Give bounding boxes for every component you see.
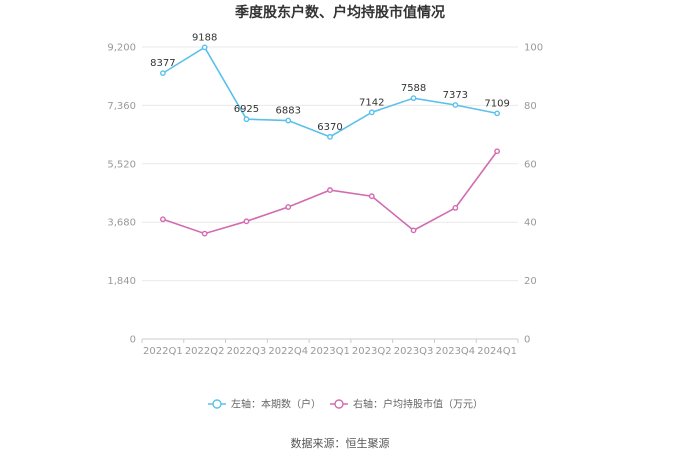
series-1-point[interactable]: [327, 133, 333, 140]
legend-label-1[interactable]: 左轴：本期数（户）: [231, 398, 321, 411]
y-right-tick-label: 60: [524, 159, 537, 170]
legend-marker-1[interactable]: [212, 399, 222, 409]
x-tick-label: 2022Q2: [185, 346, 225, 357]
series-1-point[interactable]: [201, 44, 208, 51]
x-tick-label: 2024Q1: [477, 346, 517, 357]
y-right-tick-label: 0: [524, 335, 530, 346]
data-label: 6370: [317, 122, 342, 133]
y-left-tick-label: 7,360: [107, 101, 136, 112]
series-1-point[interactable]: [410, 95, 417, 102]
chart-title: 季度股东户数、户均持股市值情况: [234, 4, 445, 21]
series-1-point[interactable]: [368, 109, 375, 116]
x-tick-label: 2022Q3: [227, 346, 267, 357]
y-right-tick-label: 100: [524, 43, 543, 54]
data-label: 8377: [150, 58, 175, 69]
series-2-point[interactable]: [327, 187, 333, 193]
series-1-point[interactable]: [159, 70, 166, 77]
y-axis-right: 0 20 40 60 80 100: [524, 43, 543, 346]
x-tick-label: 2023Q3: [394, 346, 434, 357]
series-1-point[interactable]: [494, 110, 501, 117]
y-left-tick-label: 1,840: [107, 276, 136, 287]
data-label: 7588: [401, 83, 426, 94]
data-label: 7109: [484, 98, 509, 109]
data-label: 6883: [275, 106, 300, 117]
data-source: 数据来源：恒生聚源: [291, 436, 390, 450]
x-tick-label: 2023Q1: [310, 346, 350, 357]
legend-marker-2[interactable]: [334, 399, 344, 409]
plot-series: 8377 9188 6925 6883 6370 7142 7588 7373 7109: [150, 32, 510, 237]
x-tick-label: 2022Q4: [268, 346, 308, 357]
series-2-point[interactable]: [243, 218, 250, 225]
x-tick-label: 2023Q2: [352, 346, 392, 357]
x-axis: 2022Q1 2022Q2 2022Q3 2022Q4 2023Q1 2023Q2 2023…: [141, 339, 519, 357]
y-right-tick-label: 20: [524, 276, 537, 287]
series-1-point[interactable]: [243, 116, 250, 123]
series-2-point[interactable]: [159, 216, 166, 223]
y-left-tick-label: 9,200: [107, 43, 136, 54]
series-2-point[interactable]: [410, 227, 417, 234]
x-tick-label: 2022Q1: [143, 346, 183, 357]
series-2-point[interactable]: [285, 204, 292, 210]
y-left-tick-label: 5,520: [107, 159, 136, 170]
data-label: 9188: [192, 32, 217, 43]
y-left-tick-label: 3,680: [107, 218, 136, 229]
x-tick-label: 2023Q4: [435, 346, 475, 357]
data-label: 7142: [359, 97, 384, 108]
series-2-point[interactable]: [201, 230, 208, 237]
y-right-tick-label: 80: [524, 101, 537, 112]
series-1-point[interactable]: [285, 117, 292, 124]
series-2-point[interactable]: [452, 204, 459, 211]
data-label: 7373: [443, 90, 468, 101]
series-2-point[interactable]: [494, 148, 501, 155]
data-label: 6925: [234, 104, 259, 115]
series-1-point[interactable]: [452, 102, 459, 108]
legend[interactable]: 左轴：本期数（户） 右轴：户均持股市值（万元）: [208, 398, 483, 411]
series-2-point[interactable]: [368, 193, 375, 200]
y-left-tick-label: 0: [130, 335, 136, 346]
y-axis-left: 0 1,840 3,680 5,520 7,360 9,200: [107, 43, 136, 346]
y-right-tick-label: 40: [524, 218, 537, 229]
legend-label-2[interactable]: 右轴：户均持股市值（万元）: [353, 398, 483, 411]
